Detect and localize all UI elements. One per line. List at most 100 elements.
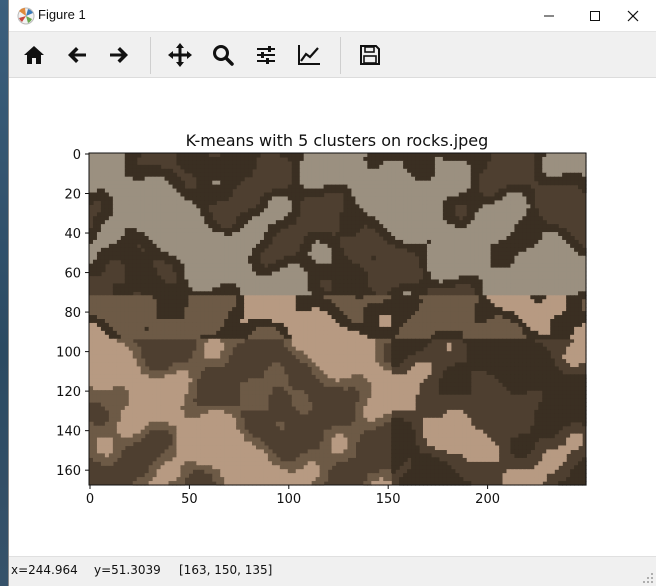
image-pixel-block <box>116 255 122 261</box>
image-pixel-block <box>426 326 432 332</box>
image-pixel-block <box>240 156 245 162</box>
image-pixel-block <box>339 307 345 312</box>
image-pixel-block <box>403 291 408 296</box>
image-pixel-block <box>502 204 508 209</box>
image-pixel-block <box>303 164 309 170</box>
image-pixel-block <box>530 291 535 296</box>
image-pixel-block <box>92 192 98 198</box>
image-pixel-block <box>136 216 142 221</box>
image-pixel-block <box>470 311 476 316</box>
edit-parameters-button[interactable] <box>292 38 326 72</box>
image-pixel-block <box>534 247 539 253</box>
image-pixel-block <box>490 315 496 320</box>
image-pixel-block <box>343 212 349 217</box>
image-pixel-block <box>212 255 217 261</box>
image-pixel-block <box>415 196 420 202</box>
back-button[interactable] <box>60 38 94 72</box>
image-pixel-block <box>164 220 170 225</box>
image-pixel-block <box>128 216 134 221</box>
image-pixel-block <box>180 243 186 249</box>
image-pixel-block <box>212 287 217 292</box>
image-pixel-block <box>124 338 130 344</box>
image-pixel-block <box>303 172 309 178</box>
image-pixel-block <box>466 299 472 304</box>
image-pixel-block <box>108 192 114 198</box>
image-pixel-block <box>259 295 265 300</box>
image-pixel-block <box>482 311 488 316</box>
configure-subplots-button[interactable] <box>249 38 283 72</box>
image-pixel-block <box>168 243 174 249</box>
image-pixel-block <box>438 176 444 182</box>
image-pixel-block <box>526 251 531 257</box>
maximize-button[interactable] <box>572 0 618 31</box>
image-pixel-block <box>168 216 174 221</box>
image-pixel-block <box>331 243 337 249</box>
image-pixel-block <box>399 338 404 344</box>
image-pixel-block <box>367 319 372 324</box>
home-button[interactable] <box>17 38 51 72</box>
image-pixel-block <box>538 291 543 296</box>
image-pixel-block <box>518 208 523 213</box>
image-pixel-block <box>192 168 197 174</box>
image-pixel-block <box>442 259 448 265</box>
image-pixel-block <box>144 164 150 170</box>
image-pixel-block <box>248 228 253 233</box>
image-pixel-block <box>244 330 249 336</box>
image-pixel-block <box>248 156 253 162</box>
image-pixel-block <box>530 287 535 292</box>
image-pixel-block <box>100 200 106 205</box>
forward-button[interactable] <box>102 38 136 72</box>
image-pixel-block <box>216 291 221 296</box>
image-pixel-block <box>152 291 158 296</box>
zoom-button[interactable] <box>206 38 240 72</box>
image-pixel-block <box>108 330 114 336</box>
image-pixel-block <box>570 243 575 249</box>
image-pixel-block <box>128 251 134 257</box>
image-pixel-block <box>478 247 484 253</box>
image-pixel-block <box>172 188 178 194</box>
image-pixel-block <box>248 295 253 300</box>
image-pixel-block <box>506 255 512 261</box>
image-pixel-block <box>244 295 249 300</box>
image-pixel-block <box>156 251 162 257</box>
image-pixel-block <box>271 295 277 300</box>
save-button[interactable] <box>353 38 387 72</box>
image-pixel-block <box>554 315 559 320</box>
image-pixel-block <box>311 188 317 194</box>
image-pixel-block <box>403 236 408 241</box>
image-pixel-block <box>307 315 313 320</box>
image-pixel-block <box>196 279 201 285</box>
image-pixel-block <box>307 275 313 281</box>
image-pixel-block <box>331 315 337 320</box>
image-pixel-block <box>240 311 245 316</box>
minimize-button[interactable] <box>526 0 572 31</box>
image-pixel-block <box>426 156 432 162</box>
image-pixel-block <box>407 188 412 194</box>
image-pixel-block <box>89 156 94 162</box>
image-pixel-block <box>232 267 237 273</box>
image-pixel-block <box>367 164 372 170</box>
image-pixel-block <box>168 326 174 332</box>
image-pixel-block <box>375 299 380 304</box>
close-button[interactable] <box>610 0 656 31</box>
image-pixel-block <box>546 156 551 162</box>
image-pixel-block <box>422 172 428 178</box>
image-pixel-block <box>124 303 130 308</box>
image-pixel-block <box>359 168 364 174</box>
pan-button[interactable] <box>163 38 197 72</box>
image-pixel-block <box>510 330 516 336</box>
image-pixel-block <box>184 153 189 158</box>
image-pixel-block <box>474 275 480 281</box>
image-pixel-block <box>482 267 488 273</box>
image-pixel-block <box>263 204 269 209</box>
image-pixel-block <box>287 271 293 277</box>
image-pixel-block <box>403 220 408 225</box>
image-pixel-block <box>144 251 150 257</box>
image-pixel-block <box>180 259 186 265</box>
image-pixel-block <box>144 216 150 221</box>
image-pixel-block <box>490 322 496 328</box>
image-pixel-block <box>482 236 488 241</box>
image-pixel-block <box>522 188 527 194</box>
image-pixel-block <box>478 153 484 158</box>
